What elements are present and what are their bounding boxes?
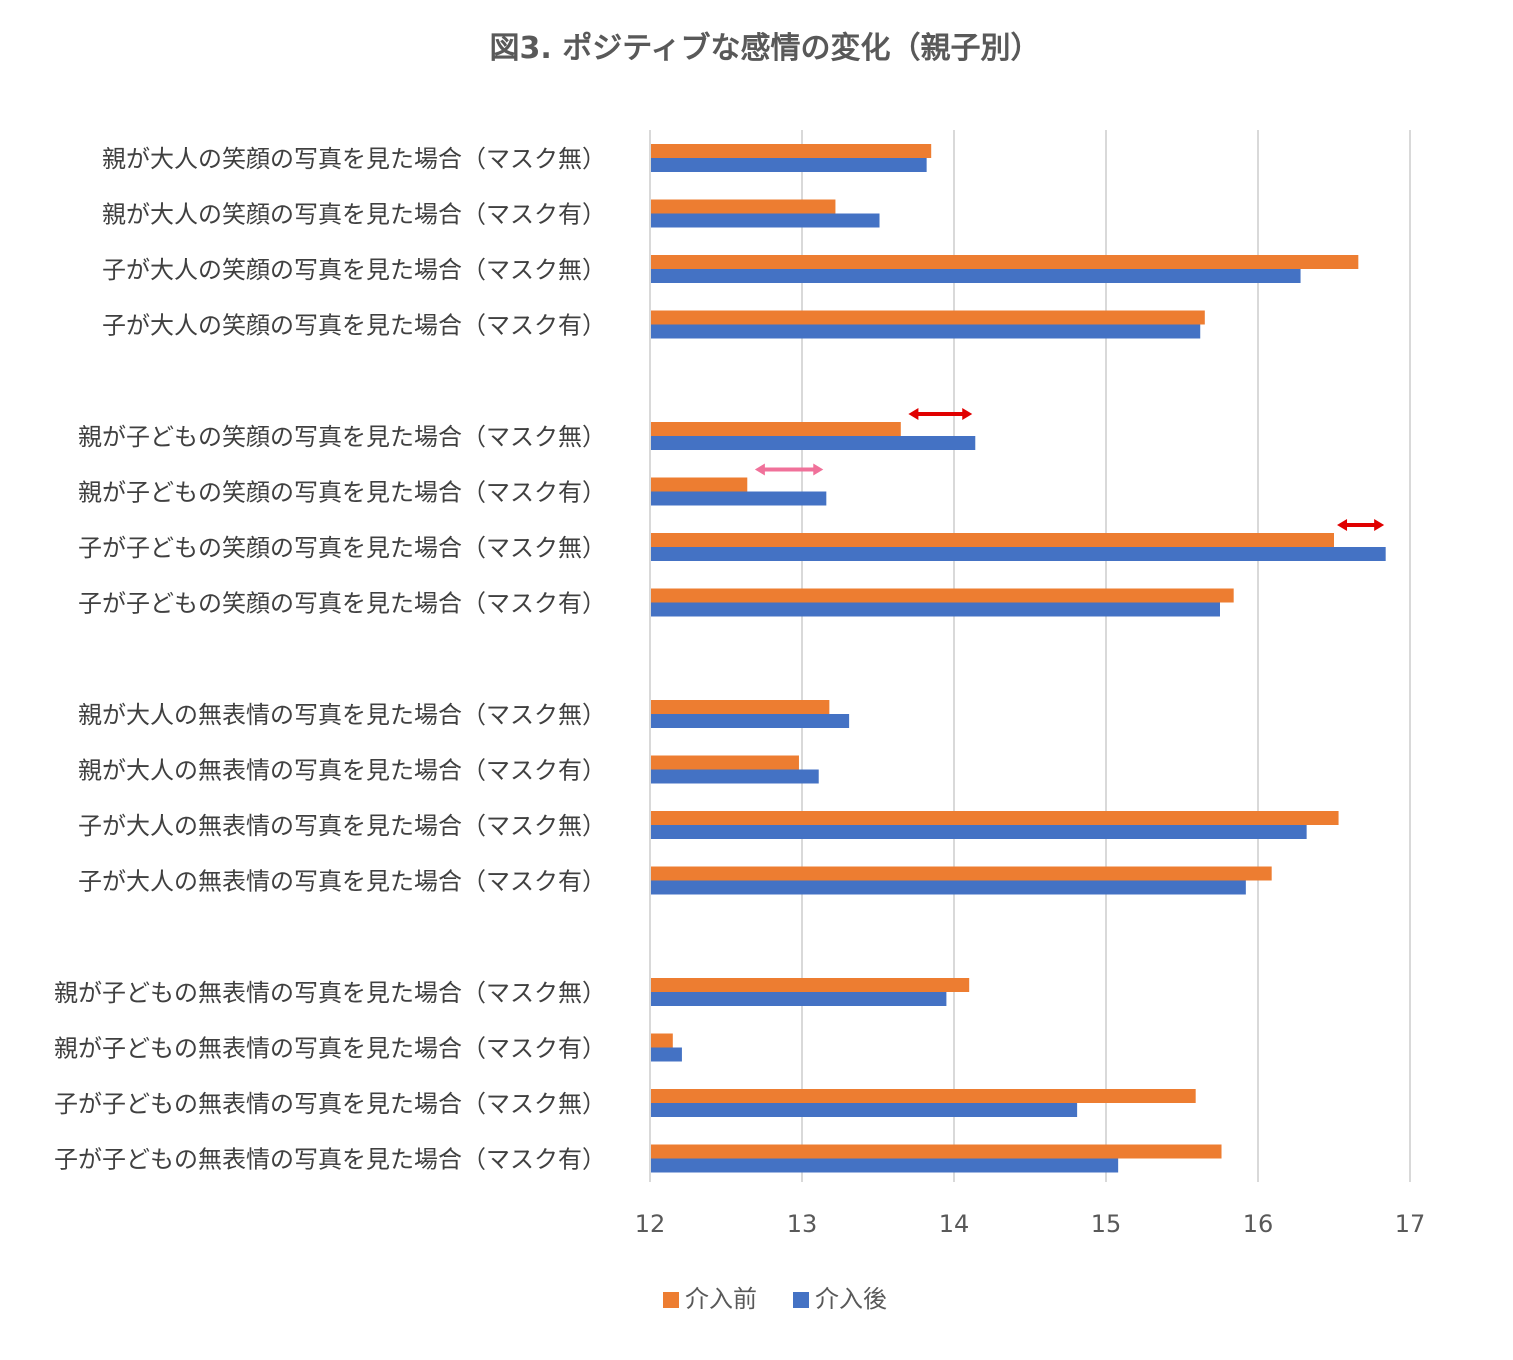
bar-after: [651, 880, 1246, 895]
category-label: 親が大人の笑顔の写真を見た場合（マスク無）: [102, 145, 606, 173]
bar-after: [651, 324, 1201, 339]
double-arrow-annotation: [754, 463, 824, 476]
category-label: 子が子どもの笑顔の写真を見た場合（マスク有）: [78, 590, 606, 618]
arrow-head-right: [1374, 519, 1385, 531]
grid-layer: [649, 130, 1411, 1182]
double-arrow-annotation: [908, 408, 973, 420]
bar-after: [651, 825, 1307, 839]
bar-before: [651, 1144, 1222, 1159]
double-arrow-annotation: [1337, 519, 1385, 531]
bar-before: [651, 978, 970, 992]
bar-before: [651, 422, 901, 436]
category-labels: 親が大人の笑顔の写真を見た場合（マスク無） 親が大人の笑顔の写真を見た場合（マスク…: [54, 145, 606, 1174]
bar-before: [651, 1089, 1196, 1103]
bar-after: [651, 1047, 682, 1062]
category-label: 親が子どもの無表情の写真を見た場合（マスク有）: [54, 1035, 606, 1063]
legend-label-after: 介入後: [815, 1285, 887, 1313]
category-label: 親が子どもの笑顔の写真を見た場合（マスク有）: [78, 479, 606, 507]
arrow-head-left: [754, 463, 765, 476]
category-label: 親が大人の無表情の写真を見た場合（マスク無）: [78, 701, 606, 729]
category-label: 子が子どもの無表情の写真を見た場合（マスク有）: [54, 1146, 606, 1174]
x-tick-label-15: 15: [1091, 1210, 1122, 1238]
category-label: 子が大人の無表情の写真を見た場合（マスク有）: [78, 868, 606, 896]
bar-after: [651, 602, 1220, 617]
bar-before: [651, 755, 799, 770]
bar-before: [651, 1033, 673, 1048]
bar-after: [651, 769, 819, 784]
category-label: 子が大人の無表情の写真を見た場合（マスク無）: [78, 812, 606, 840]
category-label: 子が大人の笑顔の写真を見た場合（マスク無）: [102, 256, 606, 284]
bar-before: [651, 477, 748, 492]
bar-after: [651, 158, 927, 172]
bar-after: [651, 1158, 1119, 1173]
arrow-head-right: [962, 408, 973, 420]
legend-swatch-before: [663, 1292, 679, 1308]
bar-before: [651, 811, 1339, 825]
category-label: 親が子どもの無表情の写真を見た場合（マスク無）: [54, 979, 606, 1007]
bar-before: [651, 700, 830, 714]
bar-before: [651, 144, 932, 158]
arrow-head-left: [1337, 519, 1348, 531]
annotations-layer: [754, 408, 1385, 531]
x-tick-label-12: 12: [635, 1210, 666, 1238]
x-tick-label-16: 16: [1243, 1210, 1274, 1238]
bars-layer: [651, 144, 1386, 1173]
bar-after: [651, 547, 1386, 561]
bar-after: [651, 992, 947, 1006]
x-tick-label-13: 13: [787, 1210, 818, 1238]
category-label: 子が子どもの無表情の写真を見た場合（マスク無）: [54, 1090, 606, 1118]
category-label: 子が大人の笑顔の写真を見た場合（マスク有）: [102, 312, 606, 340]
bar-after: [651, 436, 976, 450]
category-label: 親が大人の笑顔の写真を見た場合（マスク有）: [102, 201, 606, 229]
arrow-head-right: [813, 463, 824, 476]
bar-after: [651, 714, 850, 728]
bar-before: [651, 533, 1334, 547]
bar-before: [651, 255, 1359, 269]
bar-after: [651, 213, 880, 228]
bar-after: [651, 1103, 1078, 1117]
category-label: 親が大人の無表情の写真を見た場合（マスク有）: [78, 757, 606, 785]
x-tick-label-17: 17: [1395, 1210, 1426, 1238]
x-tick-labels: 12 13 14 15 16 17: [635, 1210, 1426, 1238]
category-label: 子が子どもの笑顔の写真を見た場合（マスク無）: [78, 534, 606, 562]
category-label: 親が子どもの笑顔の写真を見た場合（マスク無）: [78, 423, 606, 451]
bar-before: [651, 588, 1234, 603]
bar-after: [651, 491, 827, 506]
legend-swatch-after: [793, 1292, 809, 1308]
legend: 介入前 介入後: [663, 1285, 887, 1313]
legend-label-before: 介入前: [685, 1285, 757, 1313]
x-tick-label-14: 14: [939, 1210, 970, 1238]
bar-before: [651, 199, 836, 214]
bar-before: [651, 866, 1272, 881]
arrow-head-left: [908, 408, 919, 420]
chart-title: 図3. ポジティブな感情の変化（親子別）: [490, 31, 1041, 66]
bar-before: [651, 310, 1205, 325]
bar-after: [651, 269, 1301, 283]
